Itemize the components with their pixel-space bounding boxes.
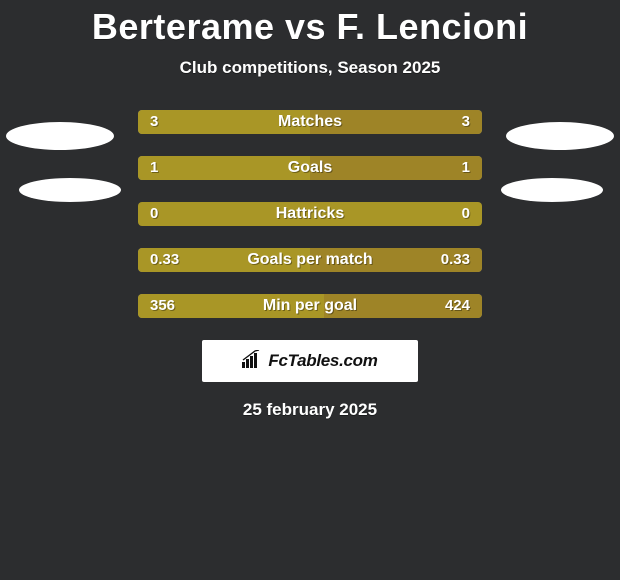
stat-label: Matches xyxy=(138,110,482,134)
avatar-left-shoulder xyxy=(6,122,114,150)
branding-text: FcTables.com xyxy=(268,351,377,371)
chart-icon xyxy=(242,350,264,373)
branding-box: FcTables.com xyxy=(202,340,418,382)
stat-row: 00Hattricks xyxy=(138,202,482,226)
page-title: Berterame vs F. Lencioni xyxy=(0,0,620,48)
subtitle: Club competitions, Season 2025 xyxy=(0,58,620,78)
stat-label: Goals xyxy=(138,156,482,180)
stat-row: 33Matches xyxy=(138,110,482,134)
stat-row: 0.330.33Goals per match xyxy=(138,248,482,272)
stat-row: 356424Min per goal xyxy=(138,294,482,318)
avatar-right-shoulder xyxy=(506,122,614,150)
stat-label: Min per goal xyxy=(138,294,482,318)
date-label: 25 february 2025 xyxy=(0,400,620,420)
stat-label: Hattricks xyxy=(138,202,482,226)
stat-label: Goals per match xyxy=(138,248,482,272)
avatar-right-body xyxy=(501,178,603,202)
stat-row: 11Goals xyxy=(138,156,482,180)
avatar-left-body xyxy=(19,178,121,202)
